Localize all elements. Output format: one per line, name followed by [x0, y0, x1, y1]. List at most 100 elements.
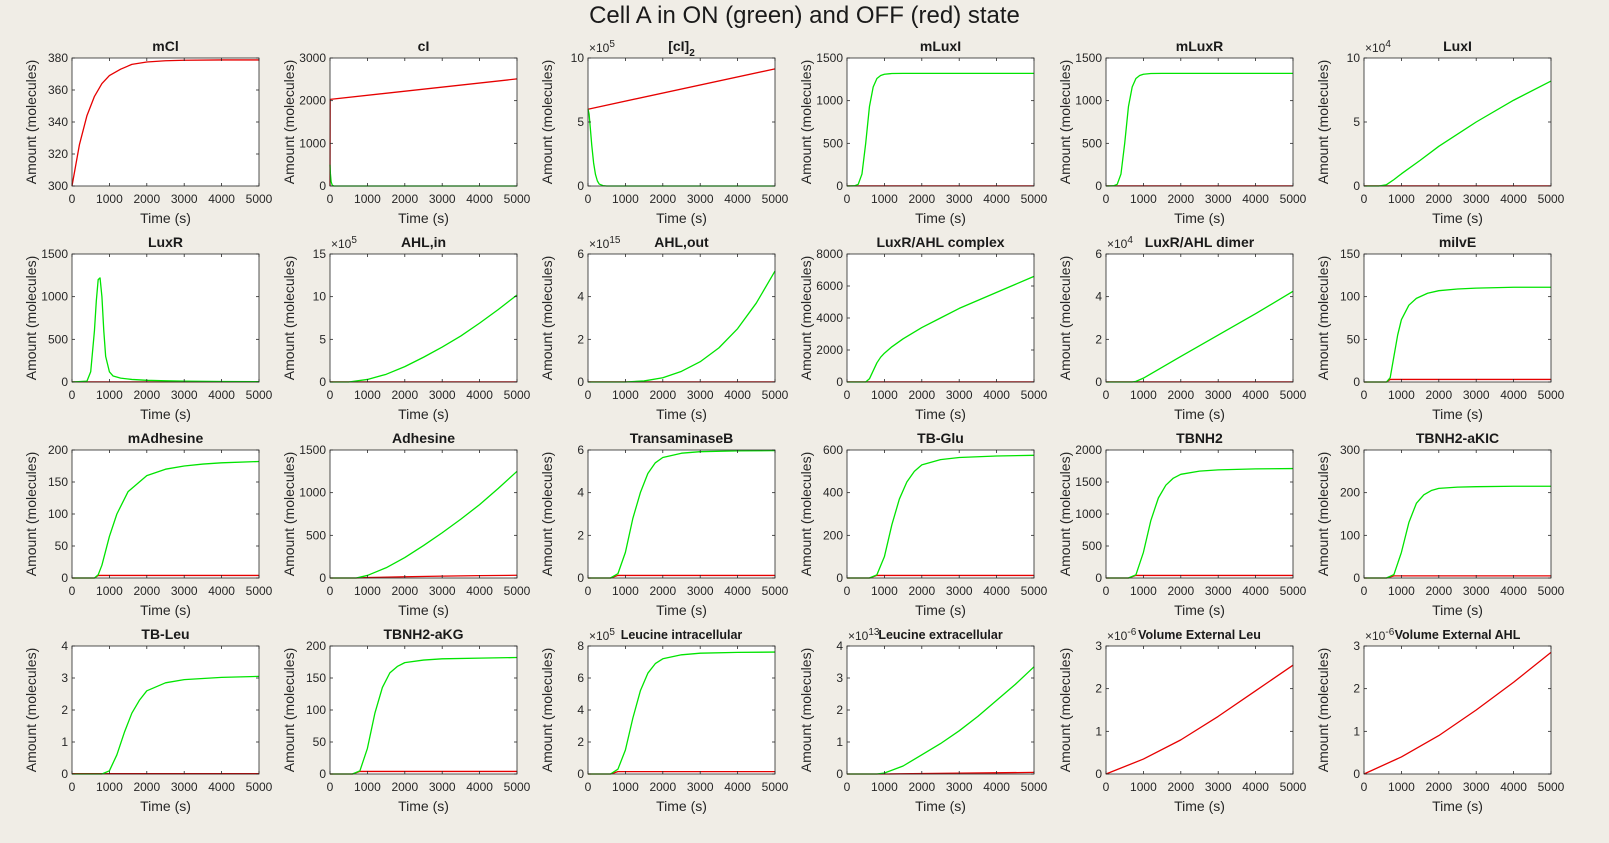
x-tick-label: 4000: [724, 780, 751, 794]
x-tick-label: 5000: [1280, 780, 1307, 794]
x-tick-label: 5000: [762, 584, 789, 598]
subplot-23: 0 1000 2000 3000 4000 5000 0 1 2 3 ×10-6 Volume Ext…: [1057, 627, 1307, 814]
y-tick-label: 4: [577, 290, 584, 304]
subplot-title: mAdhesine: [128, 430, 204, 446]
x-tick-label: 4000: [466, 584, 493, 598]
x-axis-label: Time (s): [1174, 602, 1225, 618]
y-tick-label: 1500: [1075, 475, 1102, 489]
y-tick-label: 300: [1340, 443, 1360, 457]
x-tick-label: 0: [1361, 584, 1368, 598]
x-tick-label: 3000: [429, 388, 456, 402]
x-tick-label: 4000: [208, 584, 235, 598]
x-tick-label: 1000: [612, 584, 639, 598]
figure-title: Cell A in ON (green) and OFF (red) state: [589, 2, 1020, 29]
y-tick-label: 2: [577, 735, 584, 749]
subplot-14: 0 1000 2000 3000 4000 5000 0 500 1000 1500 Adhesin…: [281, 430, 531, 618]
x-tick-label: 4000: [1500, 388, 1527, 402]
x-tick-label: 3000: [1463, 192, 1490, 206]
x-tick-label: 2000: [649, 584, 676, 598]
x-tick-label: 0: [1361, 780, 1368, 794]
y-tick-label: 500: [1082, 136, 1102, 150]
axes-box: [846, 449, 1035, 579]
subplot-title: TB-Glu: [917, 430, 964, 446]
x-tick-label: 1000: [1388, 388, 1415, 402]
x-axis-label: Time (s): [1432, 210, 1483, 226]
subplot-title: mLuxR: [1176, 38, 1223, 54]
y-axis-label: Amount (molecules): [539, 648, 555, 773]
y-tick-label: 300: [48, 179, 68, 193]
subplot-title: TransaminaseB: [630, 430, 734, 446]
y-tick-label: 4: [1095, 290, 1102, 304]
x-tick-label: 5000: [762, 388, 789, 402]
x-tick-label: 2000: [391, 388, 418, 402]
axes-box: [329, 449, 518, 579]
x-tick-label: 5000: [1538, 388, 1565, 402]
y-axis-label: Amount (molecules): [539, 60, 555, 185]
exponent-label: ×105: [331, 235, 357, 251]
y-tick-label: 10: [313, 290, 327, 304]
x-tick-label: 3000: [1463, 388, 1490, 402]
x-tick-label: 3000: [1205, 388, 1232, 402]
x-axis-label: Time (s): [1432, 406, 1483, 422]
axes-box: [1105, 645, 1294, 775]
x-tick-label: 3000: [1205, 192, 1232, 206]
plot-area: [330, 646, 517, 774]
y-tick-label: 4: [836, 639, 843, 653]
y-axis-label: Amount (molecules): [798, 648, 814, 773]
subplot-title: TBNH2-aKG: [383, 626, 463, 642]
y-tick-label: 0: [836, 571, 843, 585]
x-tick-label: 3000: [946, 192, 973, 206]
y-tick-label: 10: [571, 51, 585, 65]
y-tick-label: 0: [319, 179, 326, 193]
y-axis-label: Amount (molecules): [1057, 648, 1073, 773]
y-tick-label: 0: [1353, 179, 1360, 193]
x-tick-label: 5000: [1280, 584, 1307, 598]
y-tick-label: 0: [836, 179, 843, 193]
x-tick-label: 1000: [871, 192, 898, 206]
x-tick-label: 4000: [1242, 780, 1269, 794]
series-line-2: [71, 277, 260, 383]
y-tick-label: 2000: [299, 94, 326, 108]
axes-box: [329, 57, 518, 187]
x-tick-label: 4000: [724, 192, 751, 206]
x-tick-label: 1000: [1130, 780, 1157, 794]
series-line-2: [330, 470, 518, 579]
x-tick-label: 0: [327, 584, 334, 598]
subplot-15: 0 1000 2000 3000 4000 5000 0 2 4 6 TransaminaseB Ti…: [539, 430, 789, 618]
plot-area: [1106, 58, 1293, 186]
series-line-2: [72, 675, 260, 775]
series-line-2: [846, 72, 1034, 187]
x-tick-label: 5000: [246, 780, 273, 794]
series-line-2: [588, 270, 776, 383]
x-tick-label: 1000: [871, 388, 898, 402]
x-tick-label: 1000: [96, 780, 123, 794]
x-axis-label: Time (s): [140, 406, 191, 422]
subplot-24: 0 1000 2000 3000 4000 5000 0 1 2 3 ×10-6 Volume Ext…: [1315, 627, 1565, 814]
y-tick-label: 150: [48, 475, 68, 489]
x-tick-label: 4000: [1242, 584, 1269, 598]
y-tick-label: 200: [306, 639, 326, 653]
series-line-2: [72, 460, 260, 579]
x-axis-label: Time (s): [398, 210, 449, 226]
y-tick-label: 1500: [41, 247, 68, 261]
x-tick-label: 0: [1103, 192, 1110, 206]
x-tick-label: 2000: [908, 192, 935, 206]
x-tick-label: 0: [844, 388, 851, 402]
y-tick-label: 1: [836, 735, 843, 749]
x-tick-label: 0: [585, 192, 592, 206]
plot-area: [1106, 254, 1293, 382]
y-tick-label: 340: [48, 115, 68, 129]
x-tick-label: 1000: [871, 584, 898, 598]
subplot-11: 0 1000 2000 3000 4000 5000 0 2 4 6 ×104 LuxR/AHL di…: [1057, 234, 1307, 422]
x-tick-label: 2000: [1167, 388, 1194, 402]
subplot-2: 0 1000 2000 3000 4000 5000 0 1000 2000 3000 cI Time…: [281, 38, 531, 226]
x-tick-label: 4000: [983, 388, 1010, 402]
y-tick-label: 1000: [299, 136, 326, 150]
x-tick-label: 4000: [466, 780, 493, 794]
y-tick-label: 500: [1082, 539, 1102, 553]
x-tick-label: 2000: [1425, 780, 1452, 794]
x-tick-label: 1000: [871, 780, 898, 794]
subplot-title: [cI]2: [668, 38, 695, 59]
plot-area: [588, 58, 775, 186]
